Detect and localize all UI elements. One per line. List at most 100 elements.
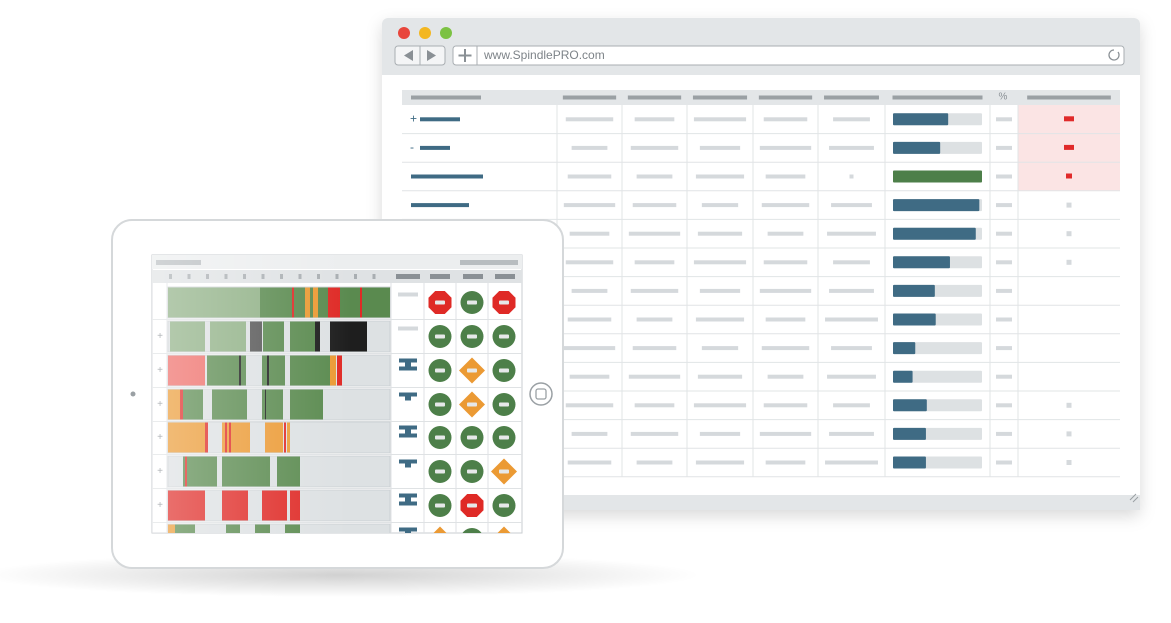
row-label [411, 174, 483, 179]
cell-placeholder [763, 403, 808, 408]
status-glyph [435, 300, 445, 305]
status-glyph [467, 300, 477, 305]
flag-icon [399, 392, 417, 397]
cell-placeholder [833, 117, 870, 122]
percent-placeholder [996, 431, 1012, 436]
cell-placeholder [761, 346, 810, 351]
alert-mark [1066, 259, 1072, 265]
cell-placeholder [763, 117, 808, 122]
cell-placeholder [833, 403, 870, 408]
progress-fill [893, 170, 982, 183]
status-warning [497, 526, 511, 533]
header-placeholder [892, 95, 983, 100]
progress-fill [893, 199, 980, 212]
cell-placeholder [849, 174, 854, 179]
browser-frame [382, 18, 1140, 510]
percent-placeholder [996, 346, 1012, 351]
status-glyph [499, 334, 509, 339]
cell-placeholder [636, 317, 673, 322]
cell-placeholder [827, 374, 876, 379]
back-icon [404, 50, 413, 61]
percent-placeholder [996, 460, 1012, 465]
cell-placeholder [630, 431, 679, 436]
cell-placeholder [825, 460, 878, 465]
home-button[interactable] [529, 382, 553, 406]
progress-fill [893, 113, 949, 126]
progress-fill [893, 256, 950, 269]
percent-placeholder [996, 117, 1012, 122]
cell-placeholder [765, 460, 806, 465]
cell-placeholder [693, 260, 747, 265]
cell-placeholder [697, 231, 743, 236]
forward-icon [427, 50, 436, 61]
percent-placeholder [996, 145, 1012, 150]
alert-mark [1064, 116, 1074, 122]
status-glyph [435, 368, 445, 373]
reload-icon[interactable] [1108, 49, 1120, 61]
maximize-button[interactable] [440, 27, 452, 39]
progress-fill [893, 284, 935, 297]
cell-placeholder [563, 203, 616, 208]
flag-placeholder [398, 326, 418, 331]
percent-placeholder [996, 403, 1012, 408]
alert-mark [1066, 202, 1072, 208]
status-bar [382, 495, 1140, 510]
cell-placeholder [763, 260, 808, 265]
new-tab-icon[interactable] [458, 49, 472, 62]
flag-icon [399, 501, 417, 506]
alert-mark [1066, 431, 1072, 437]
timeline-segment [360, 287, 362, 318]
cell-placeholder [628, 374, 681, 379]
cell-placeholder [701, 203, 739, 208]
flag-icon [399, 358, 417, 363]
status-glyph [499, 469, 509, 474]
minimize-button[interactable] [419, 27, 431, 39]
progress-track [893, 370, 982, 383]
status-glyph [467, 469, 477, 474]
cell-placeholder [634, 260, 675, 265]
alert-mark [1066, 231, 1072, 237]
flag-icon [399, 433, 417, 438]
cell-placeholder [628, 231, 681, 236]
cell-placeholder [699, 145, 741, 150]
percent-placeholder [996, 203, 1012, 208]
cell-placeholder [759, 431, 812, 436]
percent-placeholder [996, 231, 1012, 236]
timeline-tick [354, 274, 357, 279]
cell-placeholder [565, 260, 614, 265]
progress-fill [893, 370, 913, 383]
status-glyph [467, 334, 477, 339]
url: www.SpindlePRO.com [483, 48, 605, 62]
cell-placeholder [567, 317, 612, 322]
cell-placeholder [569, 374, 610, 379]
progress-fill [893, 313, 936, 326]
cell-placeholder [567, 460, 612, 465]
cell-placeholder [697, 374, 743, 379]
cell-placeholder [695, 317, 745, 322]
percent-placeholder [996, 374, 1012, 379]
row-toggle: + [410, 111, 417, 125]
address-bar[interactable] [452, 45, 1125, 66]
cell-placeholder [693, 117, 747, 122]
close-button[interactable] [398, 27, 410, 39]
column-header [463, 274, 483, 279]
flag-icon [405, 497, 411, 502]
header-placeholder [411, 95, 481, 100]
cell-placeholder [565, 117, 614, 122]
percent-placeholder [996, 288, 1012, 293]
percent-placeholder [996, 174, 1012, 179]
status-glyph [499, 300, 509, 305]
progress-fill [893, 227, 976, 240]
flag-icon [399, 493, 417, 498]
cell-placeholder [765, 317, 806, 322]
cell-placeholder [632, 203, 677, 208]
status-glyph [499, 435, 509, 440]
flag-icon [405, 429, 411, 434]
status-glyph [467, 435, 477, 440]
cell-placeholder [630, 288, 679, 293]
tablet-app: ++++++ [152, 255, 522, 533]
cell-placeholder [827, 231, 876, 236]
status-glyph [467, 503, 477, 508]
flag-icon [399, 425, 417, 430]
